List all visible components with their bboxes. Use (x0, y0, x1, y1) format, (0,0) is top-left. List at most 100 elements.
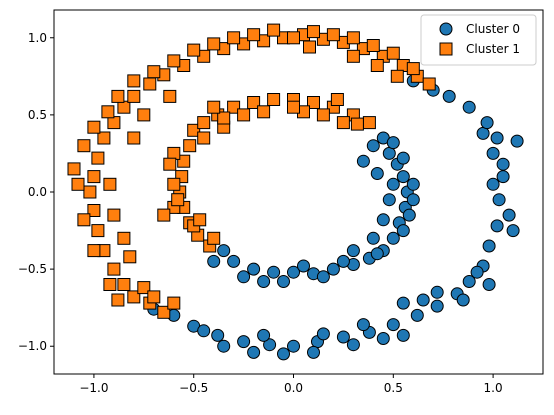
point-cluster-1 (287, 31, 300, 45)
point-cluster-0 (382, 193, 396, 207)
points-layer (67, 23, 524, 361)
point-cluster-0 (416, 293, 430, 307)
point-cluster-1 (366, 39, 380, 52)
point-cluster-0 (486, 177, 500, 191)
point-cluster-1 (167, 54, 181, 68)
point-cluster-0 (496, 170, 510, 184)
point-cluster-0 (277, 347, 290, 361)
point-cluster-1 (117, 278, 131, 291)
point-cluster-1 (197, 116, 211, 130)
point-cluster-0 (490, 219, 504, 233)
point-cluster-0 (502, 208, 516, 222)
point-cluster-1 (97, 131, 111, 145)
point-cluster-0 (267, 265, 281, 279)
point-cluster-1 (326, 28, 340, 42)
point-cluster-1 (307, 96, 320, 109)
point-cluster-1 (207, 100, 221, 114)
point-cluster-1 (247, 28, 261, 42)
point-cluster-0 (366, 231, 380, 245)
point-cluster-0 (406, 193, 420, 207)
point-cluster-1 (147, 290, 161, 304)
y-tick-label: −0.5 (18, 262, 47, 276)
point-cluster-0 (217, 339, 231, 353)
point-cluster-1 (83, 185, 97, 199)
point-cluster-0 (346, 338, 360, 352)
point-cluster-1 (157, 208, 171, 222)
point-cluster-1 (287, 100, 300, 114)
point-cluster-0 (336, 330, 350, 344)
point-cluster-1 (303, 40, 316, 54)
point-cluster-1 (227, 100, 241, 114)
point-cluster-1 (127, 290, 141, 304)
point-cluster-0 (277, 275, 290, 288)
point-cluster-0 (316, 327, 330, 341)
point-cluster-1 (167, 296, 181, 310)
x-tick-label: 0.0 (284, 381, 303, 395)
point-cluster-1 (117, 100, 131, 114)
point-cluster-1 (386, 46, 400, 60)
point-cluster-0 (370, 247, 384, 261)
point-cluster-0 (370, 167, 384, 180)
point-cluster-0 (396, 224, 410, 238)
legend: Cluster 0 Cluster 1 (420, 14, 537, 66)
point-cluster-1 (91, 224, 105, 238)
point-cluster-1 (163, 157, 177, 171)
point-cluster-1 (237, 108, 251, 122)
point-cluster-0 (482, 278, 496, 291)
point-cluster-0 (346, 244, 360, 258)
point-cluster-0 (227, 254, 241, 268)
point-cluster-1 (107, 262, 121, 276)
point-cluster-0 (506, 224, 520, 238)
point-cluster-1 (307, 25, 320, 39)
x-tick-label: −0.5 (179, 381, 208, 395)
y-tick-label: 1.0 (28, 31, 47, 45)
point-cluster-1 (330, 93, 344, 106)
x-tick-label: 0.5 (384, 381, 403, 395)
point-cluster-0 (430, 285, 444, 299)
legend-label-cluster-1: Cluster 1 (466, 42, 520, 56)
point-cluster-1 (123, 250, 137, 264)
point-cluster-0 (287, 339, 300, 353)
point-cluster-0 (386, 136, 400, 150)
point-cluster-1 (193, 213, 207, 227)
point-cluster-0 (257, 275, 271, 288)
point-cluster-0 (476, 126, 490, 140)
point-cluster-1 (227, 31, 241, 45)
point-cluster-0 (480, 116, 494, 130)
point-cluster-0 (247, 345, 261, 359)
x-tick-label: 1.0 (484, 381, 503, 395)
point-cluster-1 (163, 89, 177, 103)
point-cluster-1 (267, 23, 281, 37)
point-cluster-1 (422, 77, 436, 91)
point-cluster-0 (376, 213, 390, 227)
point-cluster-0 (336, 254, 350, 268)
point-cluster-1 (316, 108, 330, 122)
point-cluster-0 (197, 324, 211, 338)
point-cluster-1 (111, 293, 125, 307)
point-cluster-0 (257, 328, 271, 342)
point-cluster-1 (346, 49, 360, 63)
point-cluster-0 (237, 270, 251, 284)
point-cluster-0 (247, 262, 261, 276)
point-cluster-1 (87, 204, 101, 217)
legend-label-cluster-0: Cluster 0 (466, 22, 520, 36)
point-cluster-1 (137, 108, 151, 122)
point-cluster-1 (87, 244, 101, 258)
point-cluster-1 (346, 31, 360, 45)
point-cluster-1 (111, 89, 125, 103)
point-cluster-1 (207, 231, 221, 245)
y-tick-label: 0.5 (28, 108, 47, 122)
point-cluster-1 (127, 131, 141, 145)
point-cluster-1 (257, 105, 271, 119)
point-cluster-1 (390, 69, 404, 83)
point-cluster-0 (396, 170, 410, 184)
point-cluster-1 (77, 213, 91, 227)
point-cluster-0 (386, 177, 400, 191)
legend-marker-cluster-0 (439, 22, 453, 36)
point-cluster-0 (406, 177, 420, 191)
point-cluster-1 (147, 65, 161, 79)
point-cluster-0 (316, 270, 330, 284)
point-cluster-0 (442, 89, 456, 103)
